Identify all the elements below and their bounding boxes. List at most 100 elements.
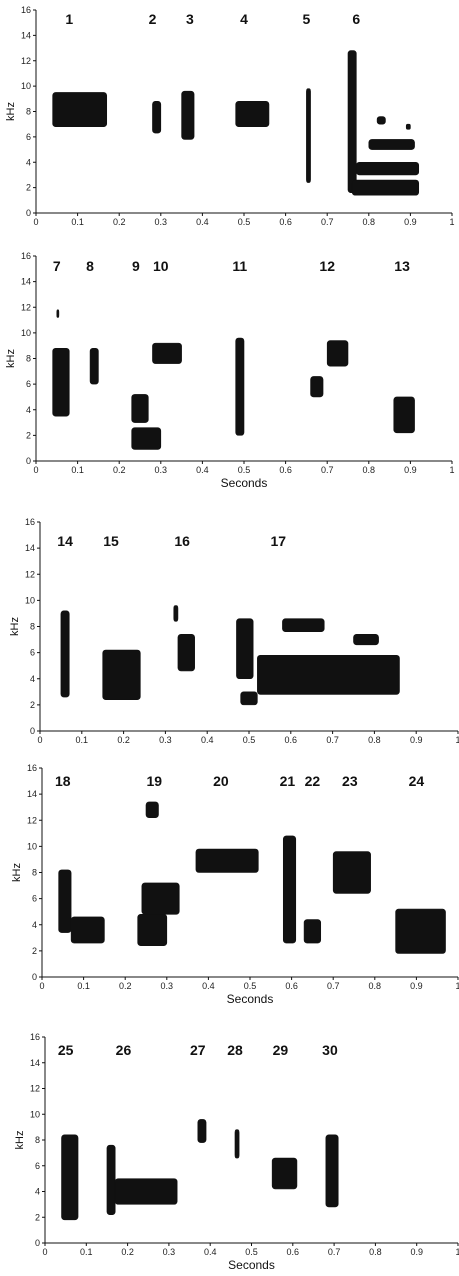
syllable-number-label: 9 <box>132 258 140 274</box>
x-tick-label: 0.4 <box>201 735 214 745</box>
x-axis-label: Seconds <box>227 992 274 1006</box>
syllable-mark <box>271 1157 298 1190</box>
syllable-mark <box>181 90 195 140</box>
syllable-number-label: 10 <box>153 258 169 274</box>
syllable-27: 27 <box>190 1042 207 1143</box>
x-tick-label: 0.8 <box>368 735 381 745</box>
x-tick-label: 0 <box>33 465 38 475</box>
x-tick-label: 0.9 <box>404 465 417 475</box>
x-tick-label: 0 <box>37 735 42 745</box>
syllable-mark <box>152 342 182 364</box>
y-tick-label: 0 <box>35 1238 40 1248</box>
syllable-25: 25 <box>58 1042 79 1221</box>
syllable-mark <box>102 649 141 700</box>
syllable-10: 10 <box>152 258 182 364</box>
x-tick-label: 0.5 <box>238 465 251 475</box>
syllable-mark <box>303 919 322 944</box>
y-tick-label: 12 <box>27 815 37 825</box>
y-tick-label: 8 <box>26 354 31 364</box>
y-tick-label: 14 <box>30 1058 40 1068</box>
x-tick-label: 1 <box>449 217 454 227</box>
y-axis-label: kHz <box>9 617 21 636</box>
y-axis-label: kHz <box>14 1131 26 1150</box>
y-tick-label: 4 <box>26 157 31 167</box>
syllable-number-label: 23 <box>342 773 358 789</box>
x-tick-label: 0.6 <box>287 1247 300 1257</box>
syllable-14: 14 <box>57 533 73 698</box>
syllable-mark <box>393 396 415 434</box>
syllable-mark <box>141 882 180 915</box>
syllable-mark <box>282 835 297 944</box>
y-tick-label: 0 <box>26 208 31 218</box>
syllable-number-label: 3 <box>186 11 194 27</box>
syllable-30: 30 <box>322 1042 339 1208</box>
syllable-mark <box>52 347 70 417</box>
syllable-1: 1 <box>52 11 108 128</box>
syllable-mark <box>332 851 371 894</box>
syllable-mark <box>240 691 258 706</box>
syllable-number-label: 21 <box>280 773 296 789</box>
syllable-number-label: 28 <box>227 1042 243 1058</box>
syllable-mark <box>195 848 259 873</box>
x-tick-label: 0.6 <box>285 735 298 745</box>
y-tick-label: 12 <box>21 56 31 66</box>
syllable-26: 26 <box>106 1042 178 1215</box>
syllable-mark <box>326 340 349 367</box>
syllable-number-label: 1 <box>65 11 73 27</box>
syllable-9: 9 <box>131 258 162 450</box>
x-tick-label: 0.2 <box>121 1247 134 1257</box>
y-tick-label: 10 <box>30 1109 40 1119</box>
syllable-11: 11 <box>232 258 247 436</box>
x-tick-label: 0.3 <box>155 465 168 475</box>
x-tick-label: 1 <box>455 1247 459 1257</box>
syllable-number-label: 5 <box>303 11 311 27</box>
syllable-12: 12 <box>310 258 349 398</box>
syllable-number-label: 24 <box>409 773 425 789</box>
y-tick-label: 4 <box>26 405 31 415</box>
syllable-mark <box>395 908 446 954</box>
y-tick-label: 6 <box>26 132 31 142</box>
y-tick-label: 10 <box>25 595 35 605</box>
syllable-mark <box>131 394 149 423</box>
syllable-21: 21 <box>280 773 297 944</box>
syllable-mark <box>173 605 179 622</box>
y-axis-label: kHz <box>5 349 17 368</box>
y-tick-label: 12 <box>25 569 35 579</box>
y-tick-label: 8 <box>35 1135 40 1145</box>
syllable-2: 2 <box>149 11 162 134</box>
syllable-4: 4 <box>235 11 270 128</box>
y-tick-label: 4 <box>32 920 37 930</box>
y-tick-label: 4 <box>35 1187 40 1197</box>
syllable-number-label: 6 <box>352 11 360 27</box>
syllable-number-label: 27 <box>190 1042 206 1058</box>
syllable-22: 22 <box>303 773 322 944</box>
syllable-15: 15 <box>102 533 141 700</box>
x-tick-label: 0.7 <box>326 735 339 745</box>
x-tick-label: 0.1 <box>76 735 89 745</box>
syllable-mark <box>197 1119 207 1143</box>
syllable-mark <box>236 618 254 680</box>
x-tick-label: 0.4 <box>204 1247 217 1257</box>
y-tick-label: 12 <box>30 1084 40 1094</box>
y-tick-label: 2 <box>30 700 35 710</box>
syllable-number-label: 25 <box>58 1042 74 1058</box>
y-tick-label: 16 <box>30 1032 40 1042</box>
x-tick-label: 0.7 <box>328 1247 341 1257</box>
syllable-mark <box>89 347 99 385</box>
syllable-16: 16 <box>173 533 195 672</box>
y-tick-label: 2 <box>26 430 31 440</box>
x-tick-label: 0.5 <box>244 981 257 991</box>
y-tick-label: 6 <box>26 379 31 389</box>
x-tick-label: 0 <box>42 1247 47 1257</box>
x-tick-label: 0.3 <box>159 735 172 745</box>
x-tick-label: 0.6 <box>285 981 298 991</box>
syllable-3: 3 <box>181 11 195 140</box>
y-tick-label: 10 <box>27 841 37 851</box>
syllable-mark <box>131 427 162 450</box>
syllable-number-label: 15 <box>103 533 119 549</box>
x-tick-label: 0.6 <box>279 217 292 227</box>
syllable-number-label: 20 <box>213 773 229 789</box>
x-tick-label: 1 <box>455 981 459 991</box>
